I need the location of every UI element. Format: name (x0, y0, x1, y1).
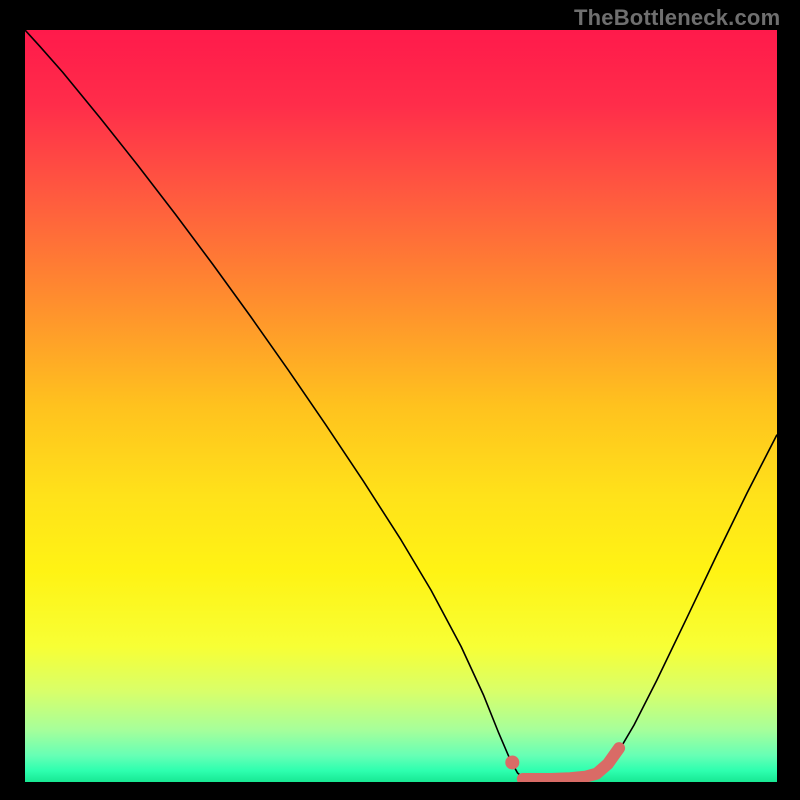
bottleneck-curve-chart (25, 30, 777, 782)
gradient-background (25, 30, 777, 782)
highlight-marker (505, 755, 519, 769)
attribution-text: TheBottleneck.com (574, 5, 780, 31)
plot-area (25, 30, 777, 782)
chart-frame: TheBottleneck.com (0, 0, 800, 800)
